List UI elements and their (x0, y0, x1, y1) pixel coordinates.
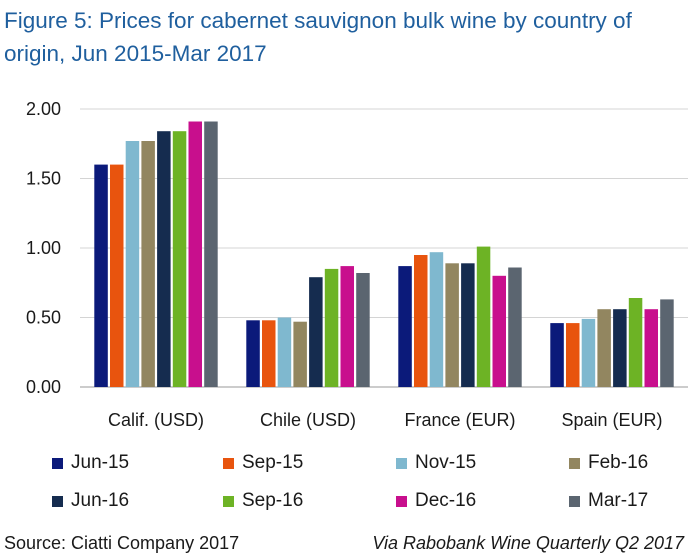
bar-sep-15-1 (262, 320, 276, 387)
bar-jun-16-2 (461, 263, 475, 387)
y-tick-label: 1.00 (26, 238, 61, 258)
bar-mar-17-1 (356, 273, 370, 387)
bar-dec-16-2 (492, 275, 506, 387)
bar-feb-16-2 (445, 263, 459, 387)
legend-swatch (223, 495, 234, 507)
bar-sep-15-3 (566, 323, 580, 387)
footer: Source: Ciatti Company 2017 Via Rabobank… (4, 533, 694, 557)
legend-item: Mar-17 (569, 490, 648, 512)
legend-label: Jun-15 (71, 452, 130, 473)
legend-swatch (396, 457, 407, 469)
y-tick-label: 0.00 (26, 377, 61, 397)
legend-label: Feb-16 (588, 452, 649, 473)
bar-nov-15-3 (581, 318, 596, 387)
legend-label: Jun-16 (71, 490, 130, 511)
y-axis-tick-labels: 0.00 0.50 1.00 1.50 2.00 (26, 99, 61, 397)
bar-sep-16-2 (476, 246, 491, 387)
bar-mar-17-2 (508, 267, 522, 387)
legend-label: Sep-16 (242, 490, 304, 511)
bar-chart: 0.00 0.50 1.00 1.50 2.00 Calif. (USD) Chile (… (26, 99, 688, 430)
bar-feb-16-3 (597, 309, 611, 387)
legend-swatch (52, 495, 63, 507)
legend-swatch (569, 457, 580, 469)
bar-feb-16-0 (141, 141, 155, 387)
bar-jun-15-1 (246, 320, 260, 387)
legend: Jun-15 Sep-15 Nov-15 Feb-16 Jun-16 Sep-16 Dec-… (0, 448, 698, 524)
legend-swatch (52, 457, 63, 469)
bar-jun-15-3 (550, 323, 564, 387)
bar-sep-16-3 (628, 298, 643, 387)
legend-item: Dec-16 (396, 490, 476, 512)
bar-sep-16-0 (172, 131, 187, 387)
legend-item: Nov-15 (396, 452, 476, 474)
x-axis-category-labels: Calif. (USD) Chile (USD) France (EUR) Spain… (108, 410, 663, 430)
bar-jun-16-1 (309, 277, 323, 387)
bar-jun-16-0 (157, 131, 171, 387)
x-category-label: Spain (EUR) (561, 410, 662, 430)
bar-dec-16-0 (188, 121, 202, 387)
bar-jun-15-2 (398, 266, 412, 387)
bar-sep-15-2 (414, 255, 428, 387)
source-note: Source: Ciatti Company 2017 (4, 533, 240, 553)
legend-swatch (569, 495, 580, 507)
bar-dec-16-3 (644, 309, 658, 387)
legend-item: Jun-15 (52, 452, 129, 474)
via-note: Via Rabobank Wine Quarterly Q2 2017 (372, 533, 684, 553)
bar-dec-16-1 (340, 266, 354, 387)
bar-jun-15-0 (94, 164, 108, 387)
legend-swatch (223, 457, 234, 469)
bar-mar-17-0 (204, 121, 218, 387)
bar-nov-15-1 (277, 317, 292, 387)
bar-jun-16-3 (613, 309, 627, 387)
y-tick-label: 2.00 (26, 99, 61, 119)
legend-swatch (396, 495, 407, 507)
bars (94, 121, 674, 387)
chart-title: Figure 5: Prices for cabernet sauvignon … (4, 8, 632, 66)
x-category-label: France (EUR) (404, 410, 515, 430)
bar-feb-16-1 (293, 321, 307, 387)
legend-item: Feb-16 (569, 452, 648, 474)
y-tick-label: 1.50 (26, 169, 61, 189)
legend-label: Sep-15 (242, 452, 304, 473)
x-category-label: Calif. (USD) (108, 410, 204, 430)
legend-item: Sep-16 (223, 490, 303, 512)
legend-label: Dec-16 (415, 490, 477, 511)
bar-mar-17-3 (660, 299, 674, 387)
grid-lines (80, 108, 688, 388)
y-tick-label: 0.50 (26, 308, 61, 328)
legend-item: Jun-16 (52, 490, 129, 512)
bar-sep-16-1 (324, 268, 339, 387)
legend-label: Nov-15 (415, 452, 477, 473)
bar-sep-15-0 (110, 164, 124, 387)
bar-nov-15-2 (429, 252, 444, 387)
bar-nov-15-0 (125, 141, 140, 387)
x-category-label: Chile (USD) (260, 410, 356, 430)
legend-item: Sep-15 (223, 452, 303, 474)
legend-label: Mar-17 (588, 490, 649, 511)
